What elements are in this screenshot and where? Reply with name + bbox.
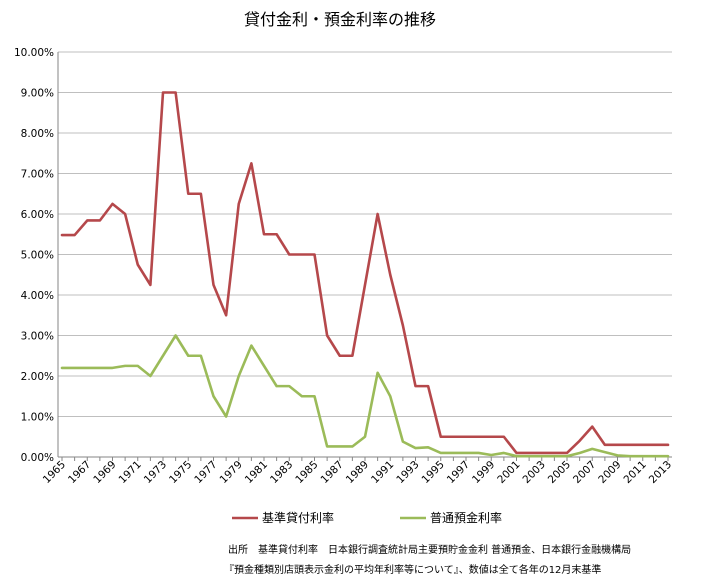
x-tick-label: 2003 (520, 459, 547, 486)
x-tick-label: 1977 (192, 459, 219, 486)
y-axis-ticks: 0.00% 1.00% 2.00% 3.00% 4.00% 5.00% 6.00% 7.00%… (14, 47, 54, 464)
x-tick-label: 1993 (394, 459, 421, 486)
x-tick-label: 1989 (344, 459, 371, 486)
y-tick-label: 8.00% (21, 128, 54, 140)
series-line-2 (60, 334, 670, 458)
x-axis-ticks: 1965196719691971197319751977197919811983… (41, 457, 674, 486)
x-tick-label: 2005 (546, 459, 573, 486)
y-tick-label: 9.00% (21, 88, 54, 100)
x-tick-label: 1997 (445, 459, 472, 486)
x-tick-label: 1975 (167, 459, 194, 486)
y-tick-label: 0.00% (21, 452, 54, 464)
y-tick-label: 4.00% (21, 290, 54, 302)
legend-label: 普通預金利率 (430, 510, 502, 525)
source-note: 出所 基準貸付利率 日本銀行調査統計局主要預貯金金利 普通預金、日本銀行金融機構… (228, 545, 632, 556)
x-tick-label: 1995 (419, 459, 446, 486)
x-tick-label: 2011 (621, 459, 648, 486)
legend-label: 基準貸付利率 (262, 510, 334, 525)
chart-title: 貸付金利・預金利率の推移 (244, 10, 436, 29)
y-tick-label: 1.00% (21, 412, 54, 424)
x-tick-label: 1985 (293, 459, 320, 486)
x-tick-label: 2013 (647, 459, 674, 486)
grid-lines (57, 51, 672, 458)
y-tick-label: 10.00% (14, 47, 54, 59)
x-tick-label: 1971 (116, 459, 143, 486)
x-tick-label: 2001 (495, 459, 522, 486)
x-tick-label: 2007 (571, 459, 598, 486)
footnote: 『預金種類別店頭表示金利の平均年利率等について』、数値は全て各年の12月末基準 (224, 565, 602, 576)
y-tick-label: 7.00% (21, 169, 54, 181)
x-tick-label: 1999 (470, 459, 497, 486)
x-tick-label: 2009 (596, 459, 623, 486)
x-tick-label: 1973 (142, 459, 169, 486)
x-tick-label: 1981 (243, 459, 270, 486)
x-tick-label: 1979 (217, 459, 244, 486)
x-tick-label: 1991 (369, 459, 396, 486)
series-lines (60, 91, 670, 458)
x-tick-label: 1983 (268, 459, 295, 486)
legend: 基準貸付利率 普通預金利率 (232, 510, 502, 525)
y-tick-label: 6.00% (21, 209, 54, 221)
x-tick-label: 1969 (91, 459, 118, 486)
series-line-1 (60, 91, 670, 455)
y-tick-label: 3.00% (21, 331, 54, 343)
y-tick-label: 5.00% (21, 250, 54, 262)
y-tick-label: 2.00% (21, 371, 54, 383)
x-tick-label: 1987 (318, 459, 345, 486)
x-tick-label: 1967 (66, 459, 93, 486)
